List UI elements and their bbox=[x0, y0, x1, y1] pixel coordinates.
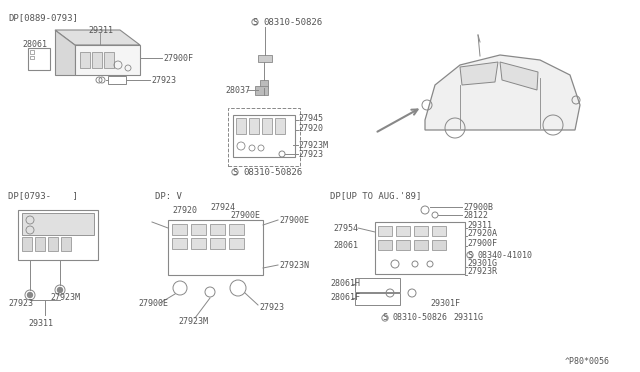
Bar bbox=[92, 52, 102, 68]
Bar bbox=[233, 115, 295, 157]
Text: 27920A: 27920A bbox=[467, 228, 497, 237]
Bar bbox=[172, 224, 187, 235]
Bar bbox=[262, 118, 272, 134]
Text: 27923M: 27923M bbox=[298, 141, 328, 150]
Circle shape bbox=[58, 288, 63, 292]
Bar bbox=[22, 213, 94, 235]
Text: 28061H: 28061H bbox=[330, 279, 360, 289]
Text: 08340-41010: 08340-41010 bbox=[478, 250, 533, 260]
Text: DP[0889-0793]: DP[0889-0793] bbox=[8, 13, 78, 22]
Bar bbox=[275, 118, 285, 134]
Bar bbox=[355, 293, 400, 305]
Bar bbox=[432, 226, 446, 236]
Text: 27923M: 27923M bbox=[50, 294, 80, 302]
Bar bbox=[30, 50, 34, 54]
Bar bbox=[28, 48, 50, 70]
Text: S: S bbox=[232, 167, 237, 176]
Polygon shape bbox=[425, 55, 580, 130]
Text: 27900F: 27900F bbox=[163, 54, 193, 62]
Bar bbox=[61, 237, 71, 251]
Bar bbox=[22, 237, 32, 251]
Bar bbox=[168, 220, 263, 275]
Bar bbox=[396, 240, 410, 250]
Polygon shape bbox=[55, 30, 75, 75]
Polygon shape bbox=[75, 45, 140, 75]
Text: 08310-50826: 08310-50826 bbox=[243, 167, 302, 176]
Bar bbox=[35, 237, 45, 251]
Text: S: S bbox=[383, 314, 387, 323]
Bar bbox=[191, 224, 206, 235]
Bar bbox=[191, 238, 206, 249]
Text: 08310-50826: 08310-50826 bbox=[393, 314, 448, 323]
Text: 27954: 27954 bbox=[333, 224, 358, 232]
Bar bbox=[104, 52, 114, 68]
Polygon shape bbox=[55, 30, 140, 45]
Bar bbox=[210, 238, 225, 249]
Bar bbox=[236, 118, 246, 134]
Bar bbox=[355, 278, 400, 292]
Bar bbox=[249, 118, 259, 134]
Text: 27923R: 27923R bbox=[467, 267, 497, 276]
Text: 28061F: 28061F bbox=[330, 294, 360, 302]
Bar bbox=[396, 226, 410, 236]
Bar bbox=[432, 240, 446, 250]
Polygon shape bbox=[255, 86, 268, 95]
Bar bbox=[18, 210, 98, 260]
Bar bbox=[172, 238, 187, 249]
Text: 27945: 27945 bbox=[298, 113, 323, 122]
Text: 27900F: 27900F bbox=[467, 238, 497, 247]
Polygon shape bbox=[500, 62, 538, 90]
Bar bbox=[30, 56, 34, 59]
Text: 29301F: 29301F bbox=[430, 298, 460, 308]
Bar bbox=[210, 224, 225, 235]
Text: 27900E: 27900E bbox=[230, 211, 260, 219]
Text: 27920: 27920 bbox=[172, 205, 197, 215]
Bar bbox=[378, 240, 392, 250]
Bar bbox=[229, 224, 244, 235]
Text: 27900B: 27900B bbox=[463, 202, 493, 212]
Text: 29311G: 29311G bbox=[453, 314, 483, 323]
Bar bbox=[108, 76, 126, 84]
Text: 27923: 27923 bbox=[8, 298, 33, 308]
Text: 08310-50826: 08310-50826 bbox=[263, 17, 322, 26]
Polygon shape bbox=[460, 62, 498, 85]
Bar bbox=[414, 226, 428, 236]
Text: 27920: 27920 bbox=[298, 124, 323, 132]
Text: 28037: 28037 bbox=[225, 86, 250, 94]
Text: 27900E: 27900E bbox=[138, 298, 168, 308]
Text: 27900E: 27900E bbox=[279, 215, 309, 224]
Text: 27923M: 27923M bbox=[178, 317, 208, 327]
Text: 27923N: 27923N bbox=[279, 260, 309, 269]
Polygon shape bbox=[260, 80, 268, 88]
Bar bbox=[378, 226, 392, 236]
Bar bbox=[229, 238, 244, 249]
Text: 28122: 28122 bbox=[463, 211, 488, 219]
Text: 27924: 27924 bbox=[210, 202, 235, 212]
Text: DP[0793-    ]: DP[0793- ] bbox=[8, 192, 78, 201]
Circle shape bbox=[28, 292, 33, 298]
Bar bbox=[228, 108, 300, 166]
Text: ^P80*0056: ^P80*0056 bbox=[565, 357, 610, 366]
Polygon shape bbox=[258, 55, 272, 62]
Text: S: S bbox=[467, 250, 472, 260]
Bar bbox=[48, 237, 58, 251]
Text: 28061: 28061 bbox=[22, 39, 47, 48]
Text: 29311: 29311 bbox=[467, 221, 492, 230]
Text: 27923: 27923 bbox=[259, 302, 284, 311]
Text: S: S bbox=[253, 17, 257, 26]
Text: DP[UP TO AUG.'89]: DP[UP TO AUG.'89] bbox=[330, 192, 421, 201]
Text: 29311: 29311 bbox=[88, 26, 113, 35]
Text: 27923: 27923 bbox=[298, 150, 323, 158]
Text: 29301G: 29301G bbox=[467, 260, 497, 269]
Bar bbox=[375, 222, 465, 274]
Bar bbox=[80, 52, 90, 68]
Text: 29311: 29311 bbox=[28, 318, 53, 327]
Bar bbox=[414, 240, 428, 250]
Text: 28061: 28061 bbox=[333, 241, 358, 250]
Text: DP: V: DP: V bbox=[155, 192, 182, 201]
Text: 27923: 27923 bbox=[151, 76, 176, 84]
